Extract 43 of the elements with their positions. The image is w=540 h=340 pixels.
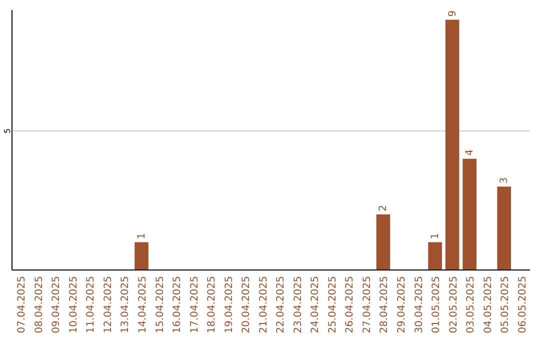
x-tick-label: 19.04.2025 bbox=[224, 276, 235, 334]
data-label: 4 bbox=[464, 149, 476, 156]
bar bbox=[462, 158, 476, 270]
x-tick-label: 11.04.2025 bbox=[86, 276, 97, 334]
x-tick-label: 24.04.2025 bbox=[310, 276, 322, 334]
x-tick-label: 06.05.2025 bbox=[517, 276, 528, 334]
bar bbox=[428, 242, 442, 270]
x-tick-label: 10.04.2025 bbox=[68, 276, 80, 334]
x-tick-label: 05.05.2025 bbox=[500, 276, 512, 334]
x-tick-label: 13.04.2025 bbox=[120, 276, 132, 334]
x-tick-label: 18.04.2025 bbox=[206, 276, 218, 334]
data-label: 3 bbox=[499, 177, 510, 184]
x-tick-label: 23.04.2025 bbox=[292, 276, 304, 334]
x-tick-label: 17.04.2025 bbox=[189, 276, 200, 334]
x-tick-label: 16.04.2025 bbox=[172, 276, 184, 334]
x-tick-label: 15.04.2025 bbox=[154, 276, 166, 334]
y-tick-label: 5 bbox=[3, 128, 12, 134]
bar bbox=[497, 186, 512, 270]
x-tick-label: 07.04.2025 bbox=[16, 276, 28, 334]
x-tick-label: 25.04.2025 bbox=[327, 276, 338, 334]
x-tick-label: 01.05.2025 bbox=[431, 276, 442, 334]
bar bbox=[376, 214, 390, 270]
bar bbox=[134, 242, 148, 270]
data-label: 1 bbox=[430, 232, 442, 240]
data-label: 9 bbox=[447, 10, 458, 17]
data-label: 1 bbox=[136, 232, 148, 240]
x-tick-label: 20.04.2025 bbox=[241, 276, 252, 334]
x-tick-label: 26.04.2025 bbox=[344, 276, 356, 334]
data-label: 2 bbox=[378, 205, 390, 212]
x-tick-label: 27.04.2025 bbox=[362, 276, 373, 334]
x-tick-label: 14.04.2025 bbox=[138, 276, 148, 334]
x-tick-label: 04.05.2025 bbox=[482, 276, 494, 334]
x-tick-label: 12.04.2025 bbox=[102, 276, 114, 334]
x-tick-label: 02.05.2025 bbox=[448, 276, 460, 334]
x-tick-label: 30.04.2025 bbox=[414, 276, 425, 334]
x-tick-label: 03.05.2025 bbox=[466, 276, 477, 334]
bar bbox=[445, 20, 460, 270]
x-tick-label: 09.04.2025 bbox=[51, 276, 62, 334]
x-tick-label: 21.04.2025 bbox=[258, 276, 270, 334]
x-tick-label: 08.04.2025 bbox=[34, 276, 45, 334]
x-tick-label: 29.04.2025 bbox=[396, 276, 408, 334]
x-tick-label: 28.04.2025 bbox=[379, 276, 390, 334]
x-tick-label: 22.04.2025 bbox=[276, 276, 287, 334]
